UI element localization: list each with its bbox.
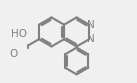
Text: O: O [10, 49, 18, 59]
Text: HO: HO [11, 29, 27, 39]
Text: N: N [87, 34, 95, 44]
Text: N: N [87, 20, 95, 30]
